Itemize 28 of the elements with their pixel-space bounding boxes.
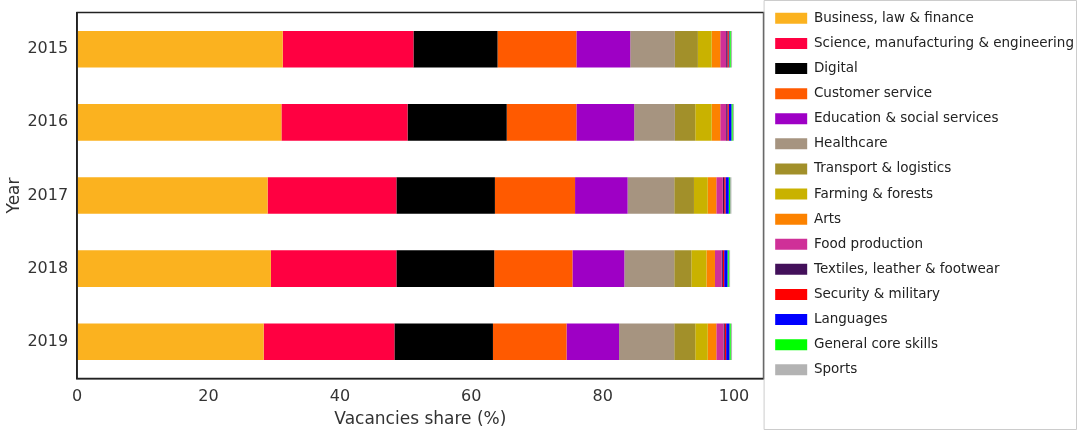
- y-tick-label: 2018: [27, 257, 69, 277]
- y-axis-title: Year: [2, 177, 23, 215]
- legend-label: Arts: [813, 209, 842, 226]
- legend-label: Languages: [813, 310, 888, 327]
- y-tick-label: 2016: [27, 111, 69, 131]
- x-tick-label: 20: [198, 386, 219, 406]
- x-tick-label: 60: [461, 386, 482, 406]
- x-tick-label: 80: [592, 386, 613, 406]
- legend-label: Transport & logistics: [812, 159, 952, 176]
- y-tick-label: 2015: [27, 38, 69, 58]
- legend-label: Healthcare: [813, 134, 888, 151]
- legend-label: Digital: [813, 59, 858, 76]
- legend-label: Education & social services: [813, 109, 999, 126]
- x-tick-label: 40: [329, 386, 351, 406]
- legend-label: Customer service: [813, 84, 933, 101]
- legend-label: Food production: [813, 234, 924, 251]
- legend-label: Science, manufacturing & engineering: [813, 33, 1074, 50]
- legend-label: Textiles, leather & footwear: [812, 259, 1000, 276]
- x-tick-label: 0: [72, 386, 83, 406]
- x-tick-label: 100: [718, 386, 750, 406]
- legend-label: Farming & forests: [813, 184, 934, 201]
- x-axis-title: Vacancies share (%): [334, 408, 507, 429]
- y-tick-label: 2019: [27, 330, 69, 350]
- legend-label: General core skills: [813, 335, 939, 352]
- legend-label: Security & military: [813, 284, 941, 301]
- legend-label: Sports: [813, 360, 858, 377]
- y-tick-label: 2017: [27, 184, 69, 204]
- legend-label: Business, law & finance: [813, 8, 974, 25]
